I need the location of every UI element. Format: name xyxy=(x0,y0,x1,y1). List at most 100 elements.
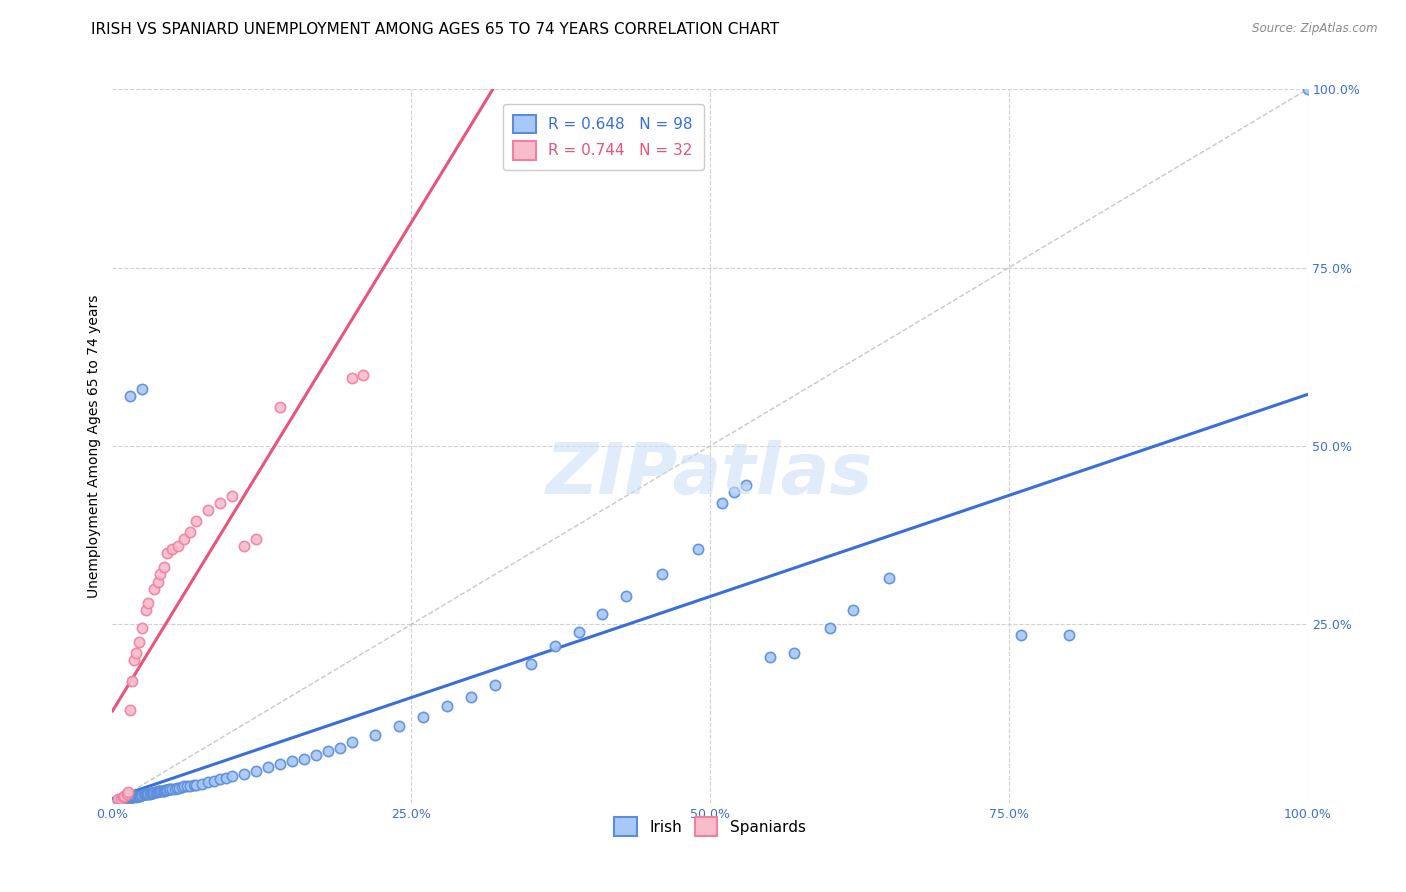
Point xyxy=(173,780,195,794)
Point xyxy=(170,780,193,794)
Point xyxy=(142,786,165,800)
Point xyxy=(269,400,291,414)
Point xyxy=(191,776,214,790)
Point xyxy=(131,382,153,396)
Point xyxy=(143,582,166,596)
Point xyxy=(842,603,865,617)
Point xyxy=(176,780,198,794)
Point xyxy=(112,790,135,805)
Point xyxy=(114,791,135,805)
Point xyxy=(179,524,201,539)
Point xyxy=(818,621,841,635)
Point xyxy=(186,778,208,792)
Point xyxy=(136,787,159,801)
Point xyxy=(141,786,163,800)
Point xyxy=(124,789,146,804)
Point xyxy=(114,790,135,805)
Point xyxy=(153,560,176,574)
Point xyxy=(568,624,591,639)
Point xyxy=(122,789,145,804)
Point xyxy=(121,790,143,805)
Point xyxy=(131,788,153,802)
Point xyxy=(162,781,183,796)
Point xyxy=(145,785,167,799)
Point xyxy=(156,546,179,560)
Point xyxy=(127,789,149,803)
Point xyxy=(688,542,710,557)
Point xyxy=(152,783,174,797)
Point xyxy=(169,780,191,795)
Point xyxy=(543,639,565,653)
Point xyxy=(879,571,901,585)
Y-axis label: Unemployment Among Ages 65 to 74 years: Unemployment Among Ages 65 to 74 years xyxy=(87,294,101,598)
Point xyxy=(135,787,157,801)
Point xyxy=(115,787,138,801)
Point xyxy=(316,744,339,758)
Point xyxy=(1296,82,1319,96)
Point xyxy=(436,699,458,714)
Point xyxy=(723,485,745,500)
Point xyxy=(616,589,638,603)
Point xyxy=(340,371,363,385)
Point xyxy=(121,790,143,805)
Point xyxy=(364,728,387,742)
Point xyxy=(257,760,280,774)
Point xyxy=(759,649,782,664)
Point xyxy=(305,747,328,762)
Point xyxy=(135,603,157,617)
Point xyxy=(115,790,138,805)
Point xyxy=(388,719,411,733)
Point xyxy=(352,368,374,382)
Point xyxy=(157,782,180,797)
Point xyxy=(143,785,166,799)
Point xyxy=(125,646,148,660)
Point xyxy=(120,790,142,805)
Point xyxy=(156,783,179,797)
Point xyxy=(117,790,139,805)
Point xyxy=(735,478,758,492)
Point xyxy=(221,489,243,503)
Point xyxy=(155,783,177,797)
Point xyxy=(129,789,152,803)
Point xyxy=(120,703,142,717)
Point xyxy=(484,678,506,692)
Point xyxy=(1010,628,1032,642)
Point xyxy=(209,772,232,787)
Point xyxy=(520,657,543,671)
Point xyxy=(340,735,363,749)
Point xyxy=(186,514,208,528)
Point xyxy=(329,740,352,755)
Point xyxy=(110,792,132,806)
Point xyxy=(592,607,614,621)
Point xyxy=(197,775,219,789)
Legend: Irish, Spaniards: Irish, Spaniards xyxy=(605,808,815,845)
Point xyxy=(269,757,291,772)
Point xyxy=(131,621,153,635)
Point xyxy=(782,646,804,660)
Point xyxy=(112,791,135,805)
Point xyxy=(107,792,129,806)
Point xyxy=(179,779,201,793)
Point xyxy=(167,539,190,553)
Point xyxy=(114,791,136,805)
Text: ZIPatlas: ZIPatlas xyxy=(547,440,873,509)
Point xyxy=(281,755,304,769)
Point xyxy=(150,783,173,797)
Point xyxy=(233,766,256,780)
Point xyxy=(149,784,172,798)
Point xyxy=(202,773,225,788)
Point xyxy=(163,781,186,796)
Point xyxy=(148,784,170,798)
Point xyxy=(146,784,169,798)
Point xyxy=(153,783,176,797)
Point xyxy=(139,786,162,800)
Point xyxy=(209,496,232,510)
Point xyxy=(125,790,148,805)
Point xyxy=(651,567,673,582)
Point xyxy=(121,674,143,689)
Point xyxy=(233,539,256,553)
Point xyxy=(245,532,267,546)
Point xyxy=(107,793,129,807)
Point xyxy=(129,788,152,802)
Point xyxy=(128,789,150,803)
